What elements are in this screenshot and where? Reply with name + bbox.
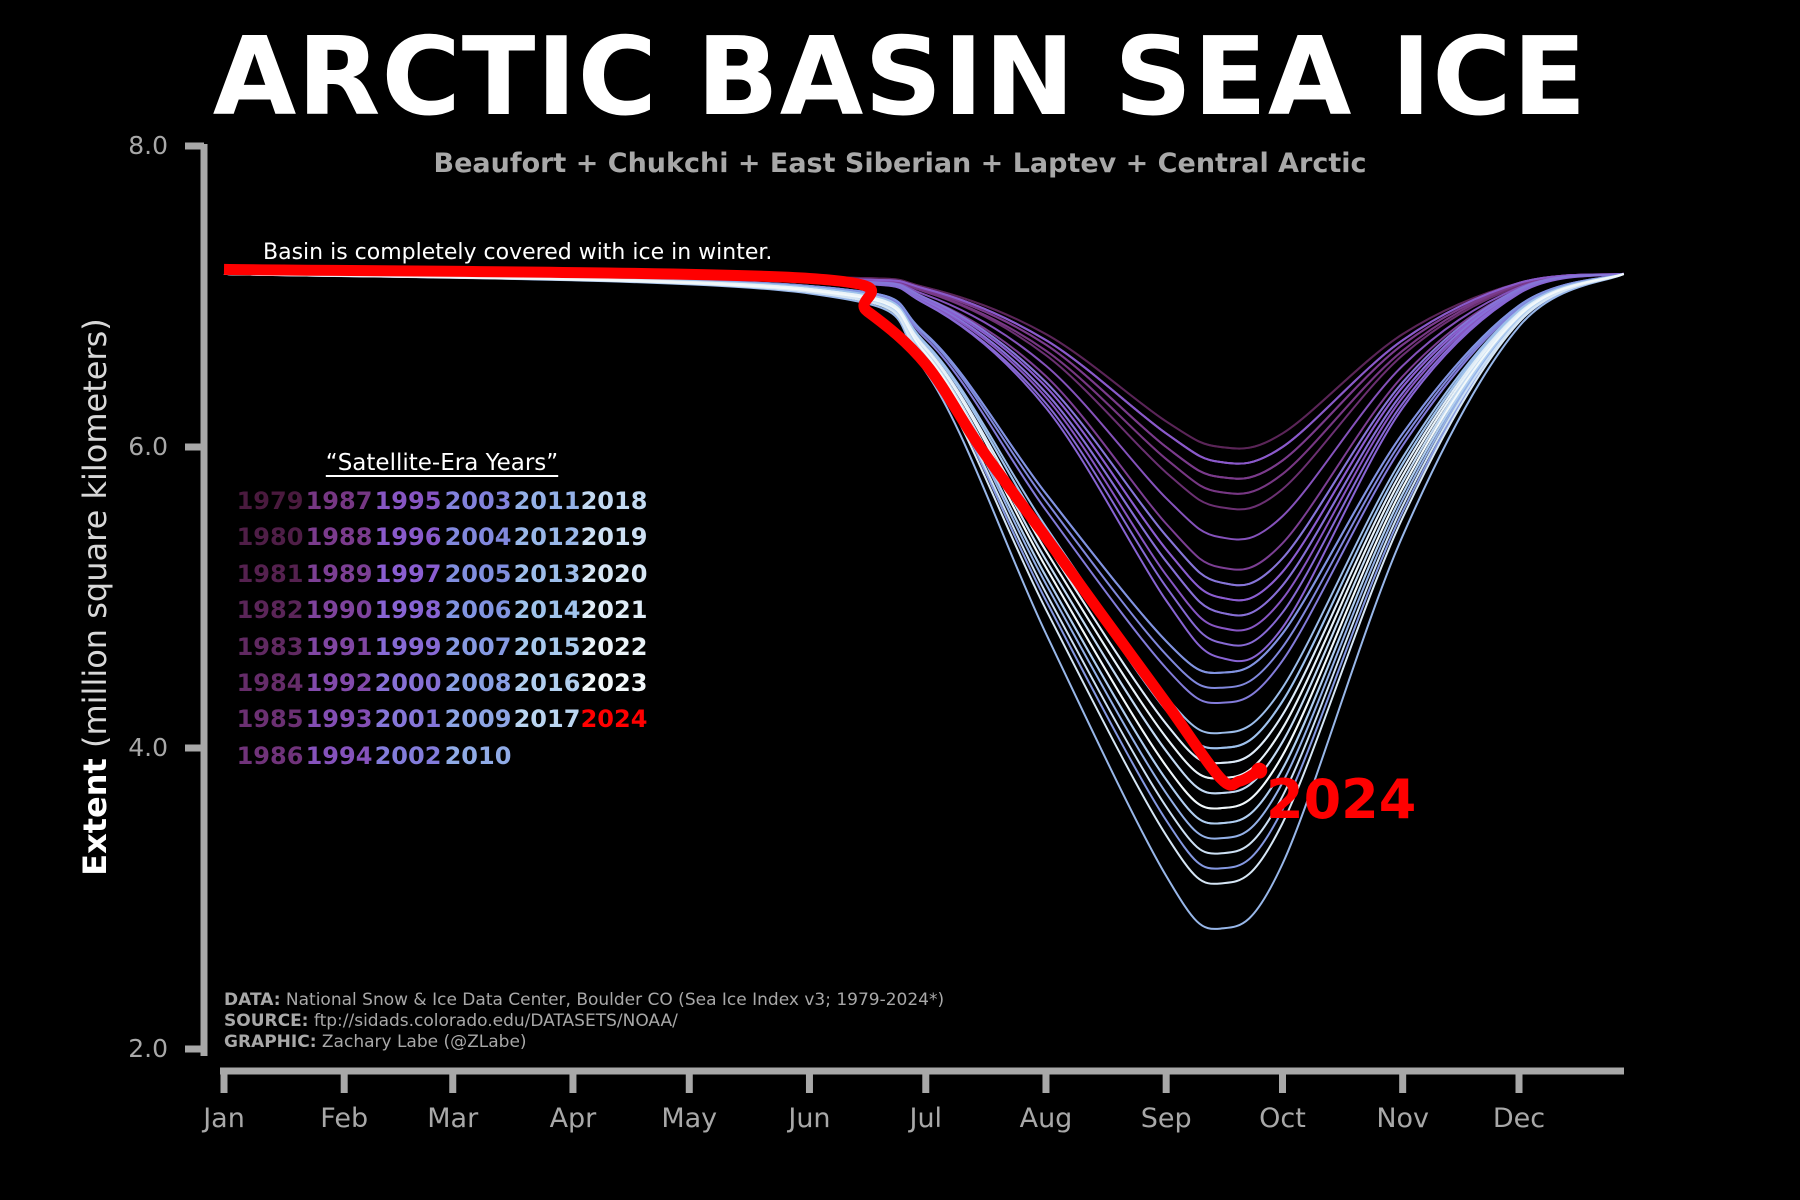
- series-line-1988: [223, 272, 1624, 480]
- x-tick-label: Sep: [1140, 1103, 1192, 1134]
- legend-entry-2004: 2004: [444, 523, 512, 552]
- legend-entry-2015: 2015: [513, 632, 581, 661]
- legend-entry-1994: 1994: [305, 741, 373, 770]
- legend-entry-1998: 1998: [374, 596, 442, 625]
- legend-entry-1988: 1988: [305, 523, 373, 552]
- legend-entry-2021: 2021: [580, 596, 648, 625]
- series-line-1984: [223, 272, 1624, 480]
- legend-entry-1981: 1981: [236, 559, 304, 588]
- legend-entry-2022: 2022: [580, 632, 648, 661]
- credit-graphic-value: Zachary Labe (@ZLabe): [321, 1032, 527, 1052]
- x-tick-label: Jan: [203, 1103, 245, 1134]
- legend-entry-1983: 1983: [236, 632, 304, 661]
- credit-data-key: DATA:: [224, 990, 281, 1010]
- credit-source-value: ftp://sidads.colorado.edu/DATASETS/NOAA/: [313, 1011, 678, 1031]
- x-tick-label: Jul: [909, 1103, 943, 1134]
- legend-entry-2011: 2011: [513, 487, 581, 515]
- series-line-2023: [223, 272, 1625, 810]
- x-tick-label: Jun: [788, 1103, 831, 1134]
- legend-entry-2005: 2005: [444, 559, 512, 588]
- legend-entry-2003: 2003: [444, 487, 512, 515]
- credit-graphic: GRAPHIC: Zachary Labe (@ZLabe): [224, 1032, 944, 1053]
- legend-entry-1995: 1995: [374, 487, 442, 515]
- legend-entry-1982: 1982: [236, 596, 304, 625]
- legend-entry-2001: 2001: [374, 705, 442, 734]
- legend-entry-2006: 2006: [444, 596, 512, 625]
- x-tick-label: Dec: [1492, 1103, 1546, 1134]
- legend-entry-2020: 2020: [580, 559, 648, 588]
- y-tick-label: 4.0: [128, 733, 168, 762]
- legend-entry-2023: 2023: [580, 669, 648, 697]
- credit-graphic-key: GRAPHIC:: [224, 1032, 317, 1052]
- credit-data-value: National Snow & Ice Data Center, Boulder…: [285, 990, 945, 1010]
- y-tick-label: 6.0: [128, 432, 168, 461]
- legend-entry-1984: 1984: [236, 669, 304, 697]
- chart-title: ARCTIC BASIN SEA ICE: [212, 15, 1588, 140]
- y-tick-label: 2.0: [128, 1034, 168, 1063]
- series-line-2024: [223, 263, 1263, 791]
- annotation: Basin is completely covered with ice in …: [263, 240, 773, 265]
- legend-entry-2017: 2017: [513, 705, 581, 734]
- series-line-1983: [223, 272, 1624, 480]
- series-line-2022: [223, 272, 1625, 780]
- legend-entry-2002: 2002: [374, 741, 442, 770]
- legend-entry-1993: 1993: [305, 705, 373, 734]
- legend-entry-2000: 2000: [374, 669, 442, 697]
- series-line-2006: [223, 272, 1624, 674]
- legend-entry-1999: 1999: [374, 632, 442, 661]
- y-axis-label-units: (million square kilometers): [76, 318, 114, 748]
- credits: DATA: National Snow & Ice Data Center, B…: [224, 990, 944, 1053]
- x-tick-label: Aug: [1019, 1103, 1073, 1134]
- x-tick-label: May: [661, 1103, 718, 1134]
- legend-entry-1991: 1991: [305, 632, 373, 661]
- series-line-2020: [223, 272, 1625, 885]
- legend-entry-2024: 2024: [580, 705, 648, 734]
- legend-entry-1987: 1987: [305, 487, 373, 515]
- legend-entry-1979: 1979: [236, 487, 304, 515]
- legend-title: “Satellite-Era Years”: [325, 450, 559, 476]
- credit-source-key: SOURCE:: [224, 1011, 309, 1031]
- credit-source: SOURCE: ftp://sidads.colorado.edu/DATASE…: [224, 1011, 944, 1032]
- series-line-2012: [223, 272, 1625, 930]
- legend-entry-2009: 2009: [444, 705, 512, 734]
- legend-entry-2008: 2008: [444, 669, 512, 697]
- x-tick-label: Feb: [320, 1103, 369, 1134]
- credit-data: DATA: National Snow & Ice Data Center, B…: [224, 990, 944, 1011]
- x-tick-label: Nov: [1376, 1103, 1430, 1134]
- y-axis-label: Extent (million square kilometers): [76, 318, 114, 875]
- legend-entry-1990: 1990: [305, 596, 373, 625]
- series-endpoint-2024: [1251, 762, 1268, 779]
- legend-entry-2012: 2012: [513, 523, 581, 552]
- x-tick-label: Apr: [549, 1103, 597, 1134]
- y-tick-label: 8.0: [128, 131, 168, 160]
- highlight-series-label: 2024: [1266, 768, 1417, 831]
- chart-subtitle: Beaufort + Chukchi + East Siberian + Lap…: [433, 148, 1367, 179]
- x-tick-label: Oct: [1259, 1103, 1306, 1134]
- legend-entry-1985: 1985: [236, 705, 304, 734]
- legend-entry-1989: 1989: [305, 559, 373, 588]
- legend-entry-2014: 2014: [513, 596, 581, 625]
- legend-entry-2007: 2007: [444, 632, 512, 661]
- legend-entry-2016: 2016: [513, 669, 581, 697]
- x-tick-label: Mar: [427, 1103, 479, 1134]
- legend-entry-1980: 1980: [236, 523, 304, 552]
- legend-entry-2019: 2019: [580, 523, 648, 552]
- y-axis-label-bold: Extent: [76, 758, 114, 876]
- legend-entry-1996: 1996: [374, 523, 442, 552]
- legend-entry-2013: 2013: [513, 559, 581, 588]
- legend-entry-2010: 2010: [444, 741, 512, 770]
- legend-entry-1997: 1997: [374, 559, 442, 588]
- legend-entry-2018: 2018: [580, 487, 648, 515]
- legend-entry-1992: 1992: [305, 669, 373, 697]
- legend-entry-1986: 1986: [236, 741, 304, 770]
